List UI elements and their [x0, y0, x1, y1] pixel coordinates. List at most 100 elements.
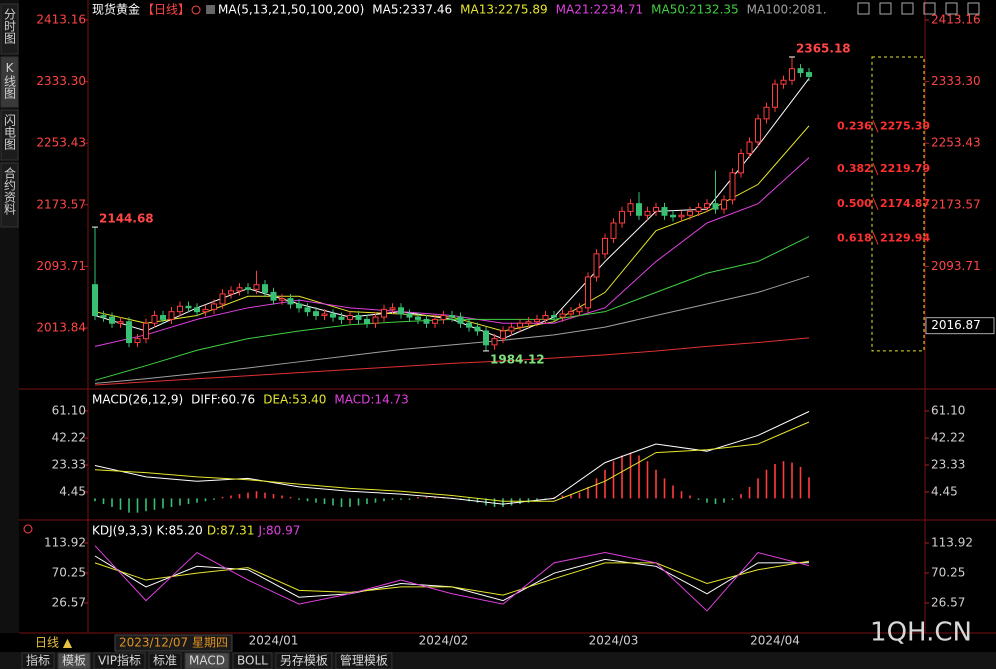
- candle-body: [406, 313, 413, 318]
- candle-body: [602, 237, 608, 255]
- tab[interactable]: [232, 652, 273, 669]
- tab[interactable]: [335, 652, 393, 669]
- tab[interactable]: [21, 652, 55, 669]
- fibonacci-ratio: 0.382: [837, 162, 872, 175]
- tab[interactable]: [275, 652, 333, 669]
- candle-body: [678, 214, 685, 218]
- fibonacci-box: [871, 56, 925, 352]
- candle-body: [423, 318, 430, 324]
- indicator-line: [94, 411, 810, 505]
- y-tick-label: 61.10: [52, 404, 86, 418]
- sidebar-tab[interactable]: [0, 109, 19, 161]
- candle-body: [321, 313, 328, 317]
- candle-body: [253, 284, 260, 290]
- tab-label[interactable]: 管理模板: [340, 653, 388, 668]
- y-tick-label: 2413.16: [36, 12, 86, 26]
- icon[interactable]: [945, 2, 958, 15]
- candle-body: [457, 316, 464, 324]
- candle-body: [542, 315, 549, 320]
- fibonacci-level: [872, 162, 879, 176]
- icon[interactable]: [967, 2, 980, 15]
- candle-body: [500, 330, 506, 340]
- candle-body: [653, 207, 659, 212]
- legend-entry: MA(5,13,21,50,100,200): [218, 3, 364, 17]
- cursor-date: 2023/12/07 星期四: [119, 636, 228, 650]
- candle-body: [398, 307, 404, 315]
- legend-entry: MA13:2275.89: [460, 3, 548, 17]
- candle-body: [219, 293, 226, 305]
- x-tick-label: 2024/02: [419, 634, 469, 648]
- tab[interactable]: [57, 652, 91, 669]
- candle-body: [517, 322, 523, 328]
- legend-entry: 现货黄金: [92, 2, 140, 17]
- tab-label[interactable]: BOLL: [237, 654, 268, 668]
- y-tick-label: 2173.57: [36, 197, 86, 211]
- y-tick-label: 61.10: [931, 404, 965, 418]
- fibonacci-value: 2174.87: [880, 197, 930, 210]
- sidebar-tab[interactable]: [0, 56, 19, 108]
- indicator-line: [94, 560, 810, 596]
- candle-body: [644, 210, 651, 216]
- legend-entry: MA21:2234.71: [556, 3, 644, 17]
- y-tick-label: 2093.71: [931, 259, 981, 273]
- y-tick-label: 42.22: [931, 430, 965, 444]
- sidebar-tab[interactable]: [0, 3, 19, 55]
- candle-body: [797, 68, 804, 74]
- candle-body: [355, 315, 362, 320]
- candle-body: [593, 253, 600, 278]
- y-tick-label: 4.45: [59, 485, 86, 499]
- legend-entry: D:87.31: [207, 524, 255, 538]
- candle-body: [806, 72, 812, 77]
- candle-body: [508, 326, 515, 332]
- candle-body: [585, 276, 591, 309]
- candle-body: [721, 199, 727, 210]
- legend-entry: MA50:2132.35: [651, 3, 739, 17]
- candle-body: [100, 315, 107, 318]
- kdj-icon: [23, 524, 33, 534]
- icon[interactable]: [879, 2, 892, 15]
- legend-entry: J:80.97: [257, 524, 300, 538]
- tab-label[interactable]: VIP指标: [98, 653, 141, 668]
- y-tick-label: 2253.43: [931, 136, 981, 150]
- icon[interactable]: [923, 2, 936, 15]
- y-tick-label: 42.22: [52, 430, 86, 444]
- period-switch[interactable]: 日线 ▲: [35, 636, 73, 650]
- tab-label[interactable]: 另存模板: [280, 654, 328, 668]
- candle-body: [695, 207, 702, 212]
- x-tick-label: 2024/03: [589, 634, 639, 648]
- fibonacci-ratio: 0.618: [837, 231, 872, 244]
- sidebar-tab[interactable]: [0, 162, 19, 228]
- candle-body: [687, 210, 693, 216]
- candle-body: [143, 322, 149, 340]
- tab[interactable]: [184, 652, 230, 669]
- y-tick-label: 2333.30: [36, 74, 86, 88]
- legend-entry: DEA:53.40: [263, 393, 326, 407]
- candle-body: [491, 338, 498, 346]
- candle-body: [483, 330, 489, 346]
- fibonacci-level: [872, 120, 879, 133]
- sidebar-tab-label: K线图: [3, 61, 17, 99]
- tab[interactable]: [93, 652, 146, 669]
- y-tick-label: 2093.71: [36, 259, 86, 273]
- candle-body: [372, 316, 379, 324]
- icon[interactable]: [901, 2, 914, 15]
- y-tick-label: 70.25: [931, 565, 965, 579]
- indicator-line: [94, 545, 810, 612]
- candle-body: [236, 287, 243, 292]
- y-tick-label: 4.45: [931, 485, 958, 499]
- tab-label[interactable]: MACD: [189, 654, 225, 668]
- candle-body: [449, 315, 455, 318]
- candle-body: [704, 203, 710, 209]
- legend-entry: MA100:2081.: [747, 3, 827, 17]
- candle-body: [389, 307, 396, 310]
- tab-label[interactable]: 标准: [153, 654, 177, 668]
- candle-body: [330, 313, 336, 318]
- tab-label[interactable]: 模板: [62, 654, 86, 668]
- legend-entry: K:85.20: [157, 524, 203, 538]
- tab-label[interactable]: 指标: [26, 653, 50, 668]
- cursor-price-box: [925, 317, 995, 335]
- indicator-line: [94, 421, 810, 502]
- tab[interactable]: [148, 652, 182, 669]
- candle-body: [160, 315, 166, 320]
- icon[interactable]: [857, 2, 870, 15]
